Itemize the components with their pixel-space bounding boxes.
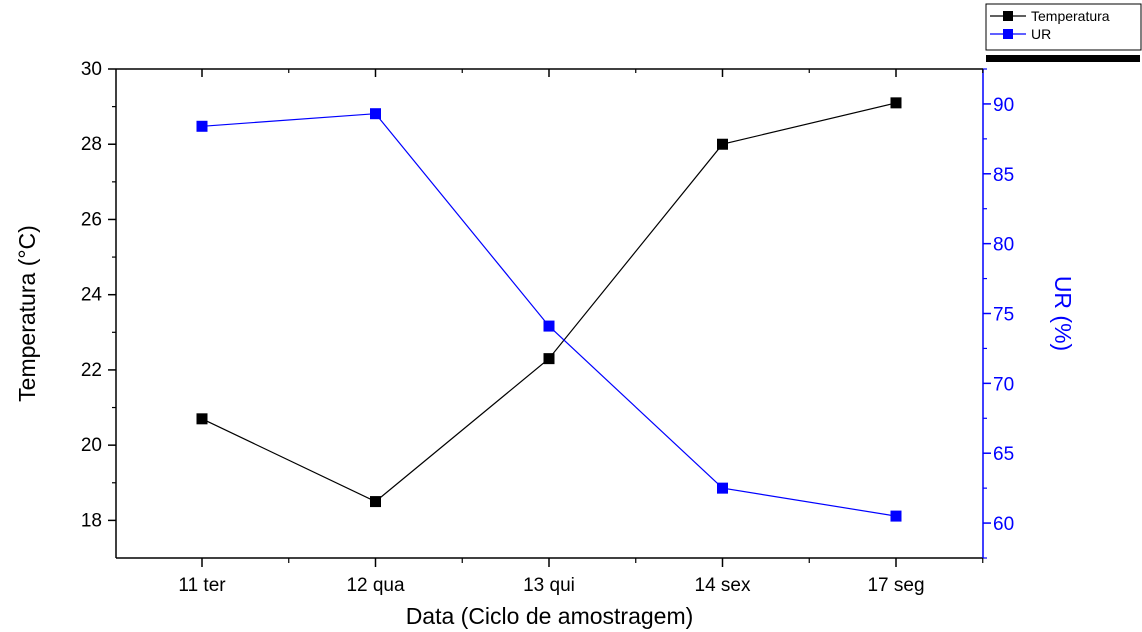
y-right-tick-label: 80: [993, 235, 1014, 256]
y-right-tick-label: 60: [993, 514, 1014, 535]
y-right-tick-label: 85: [993, 165, 1014, 186]
x-axis-title: Data (Ciclo de amostragem): [406, 603, 694, 629]
legend-marker-temperatura: [1003, 11, 1013, 21]
axes-group: 18 20 22 24 26 28 30 60 65 70 75 80 85 90 11 ter 12 qua…: [14, 59, 1076, 629]
x-tick-label: 14 sex: [695, 575, 751, 596]
data-point-temperatura: [543, 353, 555, 365]
y-left-tick-label: 28: [81, 134, 102, 155]
y-left-tick-label: 18: [81, 510, 102, 531]
legend-label-temperatura: Temperatura: [1031, 8, 1110, 24]
data-point-temperatura: [890, 97, 902, 109]
legend-marker-ur: [1003, 29, 1013, 39]
y-left-axis-title: Temperatura (°C): [14, 225, 40, 402]
y-left-tick-label: 22: [81, 360, 102, 381]
x-tick-label: 11 ter: [178, 575, 226, 596]
y-left-tick-label: 26: [81, 209, 102, 230]
y-right-tick-label: 90: [993, 95, 1014, 116]
legend: Temperatura UR: [985, 3, 1142, 62]
y-left-tick-label: 30: [81, 59, 102, 80]
data-point-temperatura: [196, 413, 208, 425]
series-layer: [196, 97, 902, 522]
y-left-tick-label: 24: [81, 285, 103, 306]
data-point-ur: [370, 108, 381, 120]
data-point-temperatura: [717, 138, 728, 150]
data-point-temperatura: [370, 496, 381, 508]
data-point-ur: [543, 320, 555, 332]
legend-shadow-bar: [986, 55, 1140, 62]
y-right-tick-label: 65: [993, 444, 1014, 465]
legend-label-ur: UR: [1031, 26, 1051, 42]
series-line-temperatura: [201, 102, 897, 503]
x-tick-label: 13 qui: [523, 575, 575, 596]
data-point-ur: [717, 482, 728, 494]
x-tick-label: 12 qua: [346, 575, 405, 596]
data-point-ur: [196, 120, 208, 132]
y-right-axis-title: UR (%): [1050, 276, 1076, 351]
series-line-ur: [201, 113, 897, 517]
data-point-ur: [890, 510, 902, 522]
x-tick-label: 17 seg: [867, 575, 924, 596]
y-left-tick-label: 20: [81, 435, 102, 456]
y-right-tick-label: 70: [993, 374, 1014, 395]
y-right-tick-label: 75: [993, 305, 1014, 326]
